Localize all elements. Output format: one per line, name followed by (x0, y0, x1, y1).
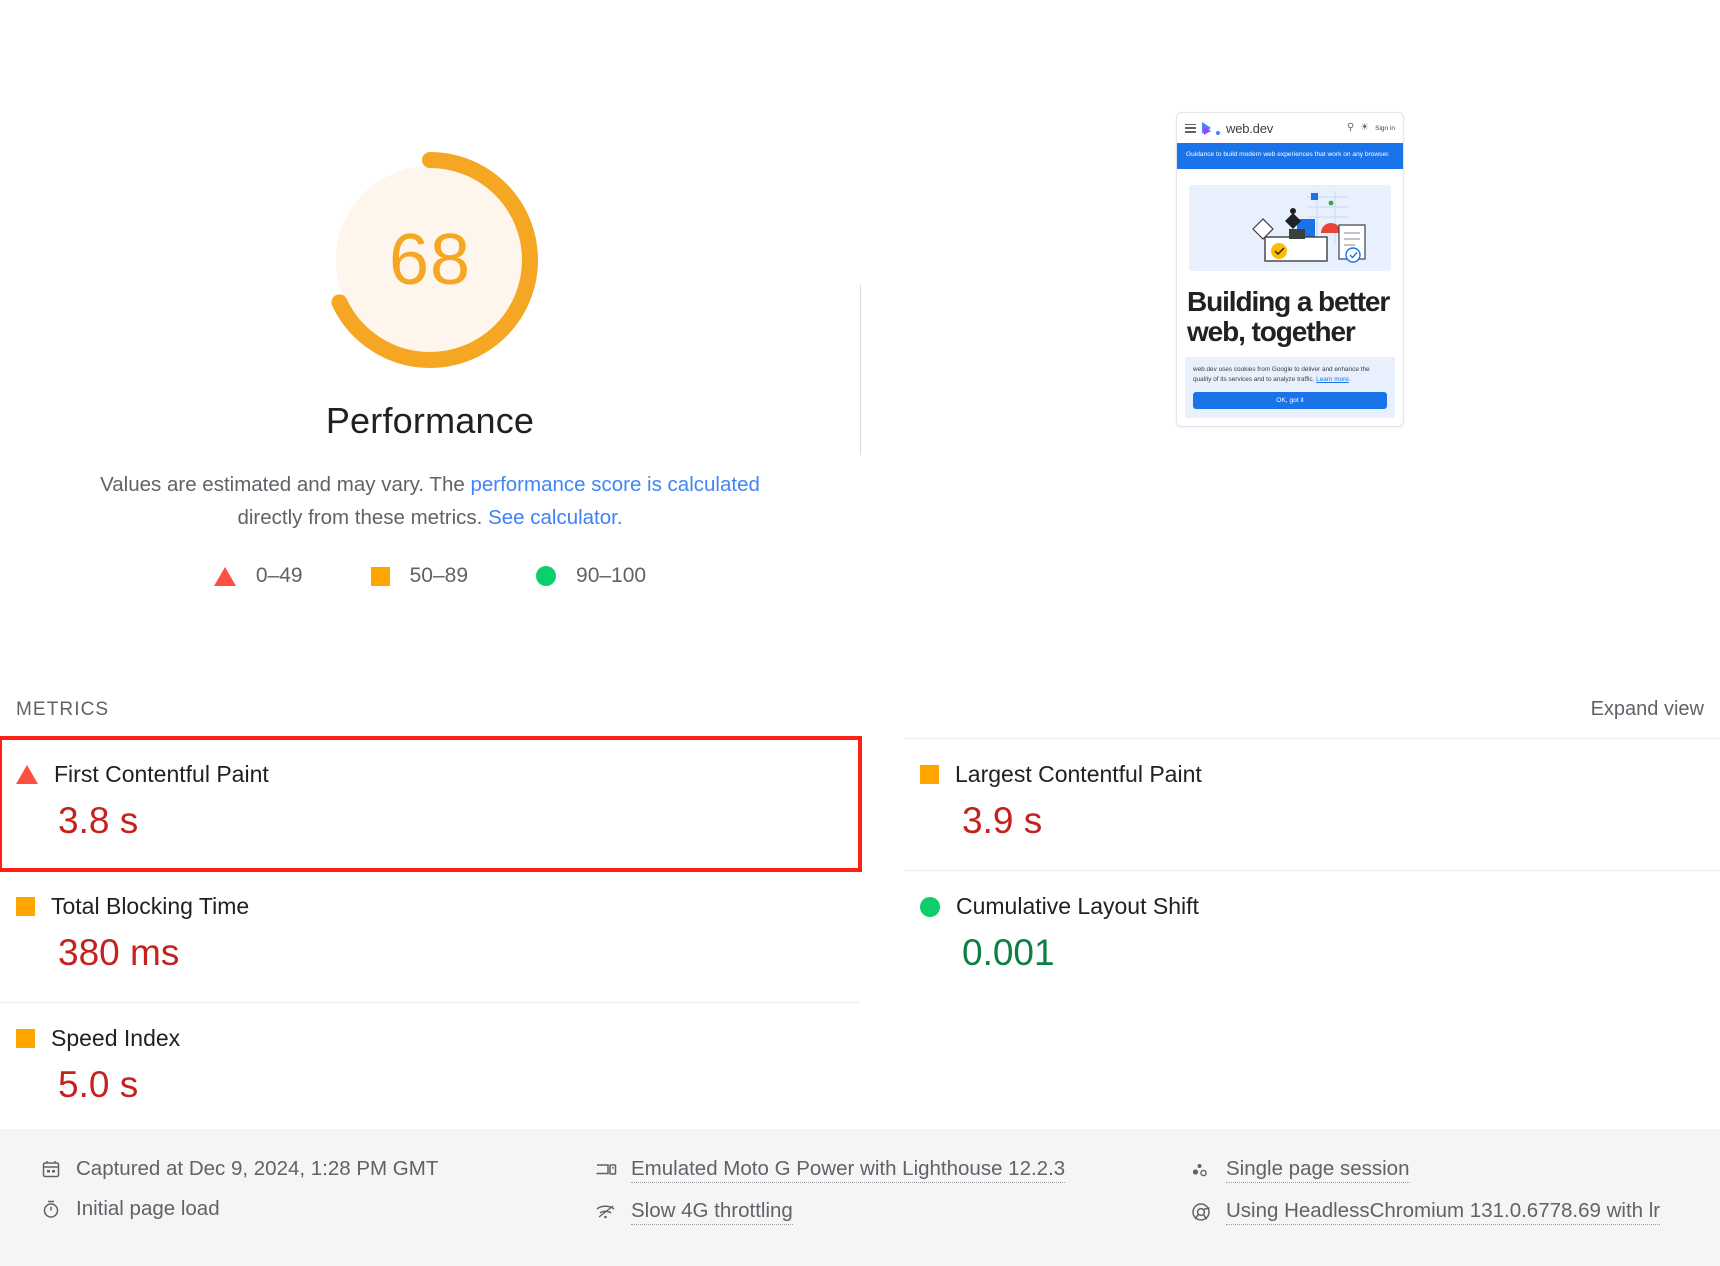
single-page-icon (1190, 1159, 1212, 1181)
metrics-header: METRICS Expand view (0, 698, 1720, 721)
brightness-icon: ☀ (1360, 122, 1370, 133)
square-icon (920, 765, 939, 784)
chrome-icon (1190, 1201, 1212, 1223)
metric-value: 380 ms (58, 932, 180, 973)
triangle-icon (16, 765, 38, 784)
legend-label-fail: 0–49 (255, 564, 303, 587)
stopwatch-icon (40, 1198, 62, 1220)
thumbnail-cookie-banner: web.dev uses cookies from Google to deli… (1185, 357, 1395, 418)
footer-text-captured-at: Captured at Dec 9, 2024, 1:28 PM GMT (76, 1157, 439, 1180)
metrics-section-title: METRICS (16, 699, 110, 720)
footer-item-captured-at: Captured at Dec 9, 2024, 1:28 PM GMT (40, 1157, 595, 1181)
metric-header: Largest Contentful Paint (920, 761, 1704, 788)
footer-item-session[interactable]: Single page session (1190, 1157, 1680, 1183)
calendar-icon (40, 1158, 62, 1180)
expand-view-button[interactable]: Expand view (1590, 698, 1704, 720)
thumbnail-hero-illustration (1189, 185, 1391, 271)
legend-label-average: 50–89 (409, 564, 469, 587)
performance-score-link[interactable]: performance score is calculated (470, 473, 760, 496)
environment-footer: Captured at Dec 9, 2024, 1:28 PM GMT Ini… (0, 1129, 1720, 1266)
page-title: Performance (325, 400, 535, 441)
section-divider (860, 285, 861, 455)
metrics-column-right: Largest Contentful Paint 3.9 s Cumulativ… (860, 738, 1720, 1134)
metric-value: 3.8 s (58, 800, 139, 841)
metric-row[interactable]: Largest Contentful Paint 3.9 s (904, 738, 1720, 870)
search-icon: ⚲ (1346, 122, 1355, 133)
score-description: Values are estimated and may vary. The p… (80, 468, 780, 534)
footer-text-session: Single page session (1226, 1157, 1410, 1183)
thumbnail-topbar: web.dev ⚲ ☀ Sign in (1177, 113, 1403, 143)
see-calculator-link[interactable]: See calculator. (488, 506, 623, 529)
metric-name: Largest Contentful Paint (955, 761, 1202, 787)
footer-text-emulated-device: Emulated Moto G Power with Lighthouse 12… (631, 1157, 1066, 1183)
footer-item-page-load: Initial page load (40, 1197, 595, 1221)
cookie-learn-more-link[interactable]: Learn more (1316, 375, 1349, 383)
network-icon (595, 1201, 617, 1223)
score-description-part2: directly from these metrics. (237, 506, 489, 529)
footer-text-user-agent: Using HeadlessChromium 131.0.6778.69 wit… (1226, 1199, 1661, 1225)
footer-item-user-agent[interactable]: Using HeadlessChromium 131.0.6778.69 wit… (1190, 1199, 1680, 1225)
legend-item-average: 50–89 (370, 564, 469, 588)
circle-icon (920, 896, 940, 917)
metric-row[interactable]: Speed Index 5.0 s (0, 1002, 860, 1134)
square-icon (16, 1029, 35, 1048)
metrics-column-left: First Contentful Paint 3.8 s Total Block… (0, 736, 862, 1134)
cookie-accept-button[interactable]: OK, got it (1193, 392, 1387, 409)
performance-gauge[interactable]: 68 (320, 150, 540, 370)
metric-row[interactable]: Total Blocking Time 380 ms (0, 870, 860, 1002)
metric-name: Total Blocking Time (51, 893, 250, 919)
metrics-grid: First Contentful Paint 3.8 s Total Block… (0, 736, 1720, 1134)
legend-label-pass: 90–100 (576, 564, 647, 587)
footer-item-throttling[interactable]: Slow 4G throttling (595, 1199, 1190, 1225)
footer-column-device: Emulated Moto G Power with Lighthouse 12… (595, 1157, 1190, 1266)
thumbnail-signin-label: Sign in (1375, 124, 1395, 132)
triangle-icon (213, 566, 236, 586)
metric-name: Cumulative Layout Shift (956, 893, 1199, 919)
final-screenshot-block: web.dev ⚲ ☀ Sign in Guidance to build mo… (860, 0, 1720, 427)
cookie-text: web.dev uses cookies from Google to deli… (1193, 366, 1370, 383)
hero-illustration-svg (1252, 191, 1366, 263)
metric-header: Cumulative Layout Shift (920, 893, 1704, 920)
score-and-screenshot-section: 68 Performance Values are estimated and … (0, 0, 1720, 588)
metric-header: First Contentful Paint (16, 761, 844, 788)
metric-name: Speed Index (51, 1025, 181, 1051)
metric-value: 3.9 s (962, 800, 1043, 841)
score-description-part1: Values are estimated and may vary. The (100, 473, 471, 496)
webdev-logo-icon (1202, 121, 1220, 135)
square-icon (370, 566, 390, 586)
square-icon (16, 897, 35, 916)
thumbnail-site-name: web.dev (1226, 120, 1274, 136)
metric-value: 0.001 (962, 932, 1055, 973)
performance-gauge-block: 68 Performance Values are estimated and … (0, 0, 860, 588)
footer-item-emulated-device[interactable]: Emulated Moto G Power with Lighthouse 12… (595, 1157, 1190, 1183)
legend-item-fail: 0–49 (213, 564, 303, 588)
thumbnail-banner: Guidance to build modern web experiences… (1177, 143, 1403, 169)
devices-icon (595, 1159, 617, 1181)
thumbnail-headline: Building a better web, together (1187, 286, 1390, 347)
final-screenshot-thumbnail[interactable]: web.dev ⚲ ☀ Sign in Guidance to build mo… (1176, 112, 1404, 427)
score-legend: 0–49 50–89 90–100 (213, 564, 646, 588)
gauge-arc (322, 152, 538, 368)
metric-row[interactable]: First Contentful Paint 3.8 s (0, 736, 862, 872)
metric-value: 5.0 s (58, 1064, 139, 1105)
metric-row[interactable]: Cumulative Layout Shift 0.001 (904, 870, 1720, 1002)
gauge-score-value: 68 (388, 220, 472, 300)
metric-header: Total Blocking Time (16, 893, 844, 920)
legend-item-pass: 90–100 (536, 564, 646, 588)
hamburger-icon (1185, 123, 1196, 133)
footer-text-throttling: Slow 4G throttling (631, 1199, 793, 1225)
footer-text-page-load: Initial page load (76, 1197, 220, 1220)
footer-column-session: Single page session Using HeadlessChromi… (1190, 1157, 1680, 1266)
footer-column-capture: Captured at Dec 9, 2024, 1:28 PM GMT Ini… (40, 1157, 595, 1266)
metric-name: First Contentful Paint (54, 761, 269, 787)
metric-header: Speed Index (16, 1025, 844, 1052)
circle-icon (536, 566, 557, 586)
